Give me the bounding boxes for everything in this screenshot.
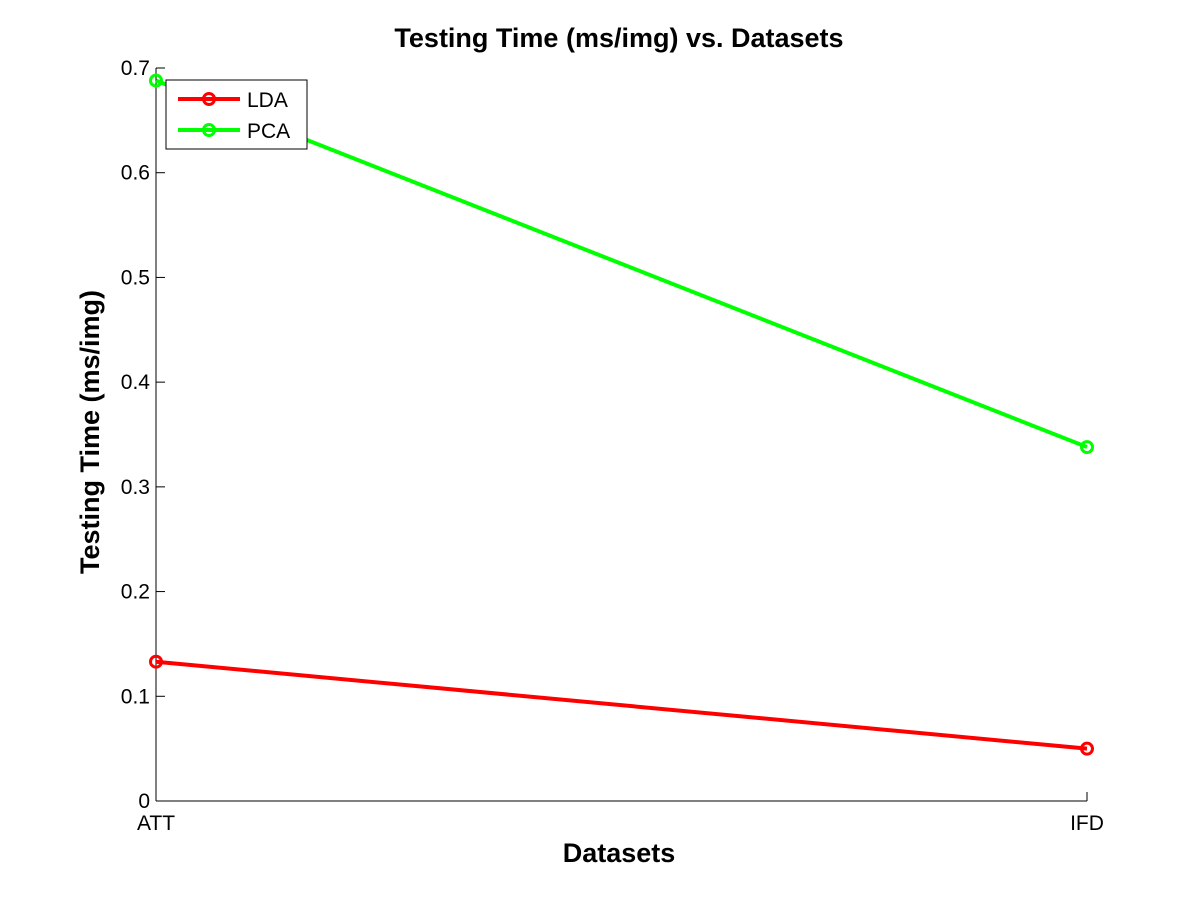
- data-point-pca: [1080, 440, 1094, 455]
- series-layer: [149, 73, 1094, 756]
- series-line-lda: [155, 659, 1088, 751]
- data-point-pca: [149, 73, 163, 88]
- x-ticks: ATT IFD: [137, 792, 1104, 835]
- y-tick-label: 0.5: [121, 266, 150, 289]
- y-tick-label: 0: [138, 790, 150, 813]
- legend-box: [165, 79, 308, 150]
- series-line-pca: [155, 78, 1088, 449]
- y-axis-label: Testing Time (ms/img): [75, 290, 105, 574]
- chart-title: Testing Time (ms/img) vs. Datasets: [394, 23, 843, 53]
- y-tick-label: 0.7: [121, 57, 150, 80]
- y-tick-label: 0.6: [121, 162, 150, 185]
- legend: LDA PCA: [165, 79, 308, 150]
- legend-marker-lda: [202, 92, 216, 106]
- y-tick-label: 0.4: [121, 371, 151, 394]
- y-tick-label: 0.1: [121, 685, 150, 708]
- data-point-lda: [1080, 741, 1094, 756]
- y-tick-label: 0.2: [121, 581, 150, 604]
- legend-label-pca: PCA: [247, 120, 290, 143]
- y-tick-label: 0.3: [121, 476, 150, 499]
- legend-label-lda: LDA: [247, 89, 288, 112]
- x-axis-label: Datasets: [563, 838, 676, 868]
- y-ticks: 0 0.1 0.2 0.3 0.4 0.5 0.6 0.7: [121, 57, 165, 813]
- data-point-lda: [149, 654, 163, 669]
- plot-area: 0 0.1 0.2 0.3 0.4 0.5 0.6 0.7 ATT IFD: [121, 57, 1104, 835]
- x-tick-label: ATT: [137, 812, 175, 835]
- legend-marker-pca: [202, 123, 216, 137]
- x-tick-label: IFD: [1070, 812, 1104, 835]
